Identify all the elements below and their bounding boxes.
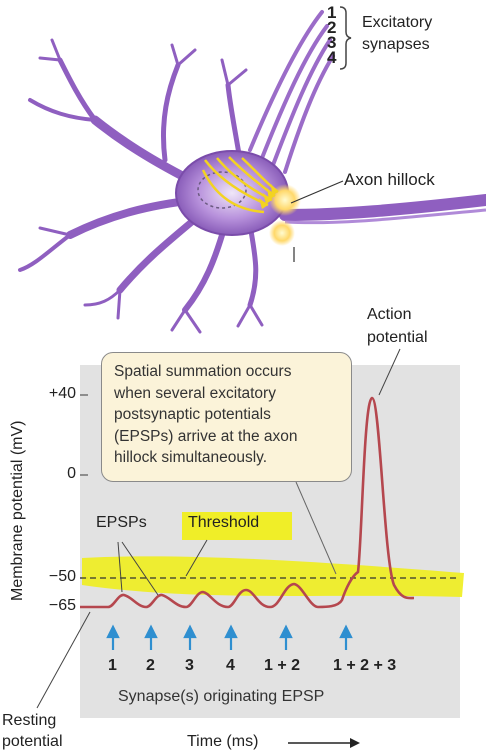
synapse-brace [339,6,352,70]
callout-line: Spatial summation occurs [114,363,292,380]
dendrites [18,38,264,334]
synapse-number-3: 3 [327,33,337,52]
action-potential-label-2: potential [367,329,428,346]
synapse-event-label: 1 + 2 [264,657,301,674]
synapse-event-label: 4 [226,657,235,674]
callout-line: (EPSPs) arrive at the axon [114,427,298,445]
x-caption: Synapse(s) originating EPSP [118,688,325,705]
resting-potential-label-2: potential [2,733,63,750]
excitatory-label: Excitatory [362,14,433,31]
axon [279,194,486,221]
y-tick-plus40: +40 [48,385,76,402]
nucleus [197,171,247,209]
action-potential-label-1: Action [367,306,412,323]
callout-line: postsynaptic potentials [114,406,271,423]
synapse-number-4: 4 [327,48,337,67]
y-tick-minus65: −65 [48,597,76,614]
axon-hillock-label: Axon hillock [344,170,435,189]
threshold-label: Threshold [188,514,260,531]
callout-line: hillock simultaneously. [114,449,268,466]
synapse-event-label: 1 [108,657,117,674]
callout-line: when several excitatory [114,384,276,402]
synapse-event-label: 2 [146,657,155,674]
y-tick-minus50: −50 [48,568,76,585]
membrane-trace [80,396,415,609]
threshold-highlight [82,556,464,597]
y-axis-label: Membrane potential (mV) [9,420,26,601]
synapse-event-label: 3 [185,657,194,674]
synapse-number-1: 1 [327,3,337,22]
y-tick-0: 0 [67,465,76,482]
epsps-label: EPSPs [96,514,147,531]
synapses-label: synapses [362,36,430,53]
synaptic-fibers [248,10,335,174]
synapse-event-label: 1 + 2 + 3 [333,657,397,674]
x-axis-label: Time (ms) [187,733,259,750]
synapse-number-2: 2 [327,18,337,37]
resting-potential-label-1: Resting [2,712,57,729]
summation-callout: Spatial summation occurs when several ex… [101,352,352,482]
